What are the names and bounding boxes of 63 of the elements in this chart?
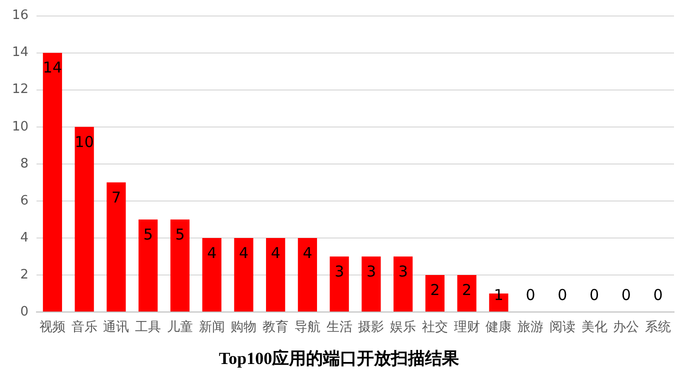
- bar: [394, 256, 413, 312]
- bar: [202, 238, 222, 312]
- data-label: 2: [430, 280, 440, 299]
- data-label: 0: [590, 286, 600, 304]
- x-tick-label: 办公: [613, 320, 640, 336]
- y-tick-label: 8: [20, 156, 29, 172]
- bar: [106, 182, 126, 312]
- x-tick-label: 通讯: [103, 320, 130, 336]
- x-tick-label: 社交: [422, 319, 448, 336]
- x-tick-label: 视频: [39, 320, 66, 336]
- bar: [362, 256, 381, 312]
- bar: [298, 238, 318, 312]
- x-tick-label: 阅读: [549, 320, 576, 336]
- x-tick-label: 理财: [454, 320, 480, 336]
- bar: [266, 238, 286, 312]
- x-tick-label: 旅游: [518, 320, 544, 336]
- bar: [457, 274, 476, 312]
- x-tick-label: 健康: [486, 320, 512, 336]
- bar: [42, 52, 62, 312]
- bar: [425, 274, 445, 312]
- data-label: 4: [270, 244, 280, 262]
- data-label: 4: [238, 244, 248, 262]
- x-tick-label: 新闻: [198, 320, 225, 336]
- data-label: 0: [526, 286, 536, 304]
- x-tick-label: 购物: [230, 320, 257, 336]
- data-label: 0: [558, 286, 568, 304]
- data-label: 5: [175, 225, 185, 244]
- x-tick-label: 导航: [294, 320, 320, 336]
- y-tick-label: 6: [20, 193, 29, 208]
- data-label: 7: [111, 188, 121, 206]
- data-label: 14: [42, 58, 62, 77]
- data-label: 0: [621, 286, 631, 304]
- y-tick-label: 4: [20, 230, 29, 246]
- bar: [138, 219, 158, 312]
- x-tick-label: 摄影: [358, 320, 384, 336]
- data-label: 4: [207, 244, 217, 262]
- x-tick-label: 音乐: [71, 320, 98, 336]
- data-label: 5: [143, 225, 153, 244]
- text: Top100应用的端口开放扫描结果: [218, 349, 460, 368]
- data-label: 2: [462, 280, 472, 299]
- x-tick-label: 生活: [326, 320, 352, 336]
- bar: [170, 219, 190, 312]
- x-tick-label: 娱乐: [390, 320, 416, 336]
- bar: [330, 256, 349, 312]
- data-label: 4: [302, 244, 312, 262]
- y-tick-label: 10: [12, 119, 29, 134]
- data-label: 3: [366, 262, 376, 280]
- bar: [74, 126, 94, 312]
- data-label: 0: [653, 286, 663, 304]
- y-tick-label: 16: [12, 8, 29, 24]
- bar: [234, 238, 254, 312]
- data-label: 10: [74, 132, 94, 151]
- y-tick-label: 14: [12, 45, 29, 60]
- data-label: 3: [334, 262, 344, 280]
- data-label: 3: [398, 262, 408, 280]
- x-tick-label: 教育: [262, 319, 289, 336]
- x-tick-label: 美化: [581, 319, 608, 336]
- y-tick-label: 0: [20, 304, 29, 320]
- x-tick-label: 工具: [135, 320, 162, 336]
- x-tick-label: 系统: [645, 320, 672, 336]
- x-tick-label: 儿童: [166, 319, 193, 336]
- y-tick-label: 2: [20, 267, 29, 282]
- y-tick-label: 12: [12, 82, 29, 98]
